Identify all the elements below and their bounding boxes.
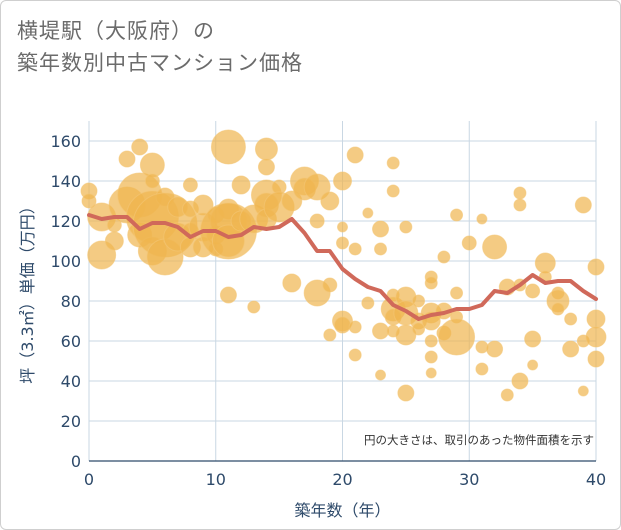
data-bubble [337, 221, 348, 233]
data-bubble [348, 242, 362, 256]
data-bubble [482, 234, 508, 260]
data-bubble [104, 231, 124, 251]
data-bubble [574, 196, 592, 214]
data-bubble [525, 283, 541, 299]
data-bubble [461, 235, 477, 251]
data-bubble [585, 326, 607, 348]
data-bubble [551, 302, 565, 316]
data-bubble [412, 294, 426, 308]
data-bubble [424, 334, 438, 348]
y-tick-label: 140 [50, 172, 81, 191]
y-tick-label: 0 [71, 452, 81, 471]
data-bubble [486, 340, 504, 358]
chart-title-line-2: 築年数別中古マンション価格 [17, 51, 303, 75]
data-bubble [437, 250, 451, 264]
chart-title-line-1: 横堤駅（大阪府）の [17, 19, 215, 43]
x-tick-label: 0 [84, 470, 94, 489]
data-bubble [587, 350, 605, 368]
y-tick-label: 160 [50, 132, 81, 151]
data-bubble [257, 158, 275, 176]
data-bubble [577, 385, 589, 397]
data-bubble [511, 372, 529, 390]
data-bubble [231, 175, 251, 195]
data-bubble [322, 277, 338, 293]
data-bubble [81, 193, 97, 209]
data-bubble [247, 300, 261, 314]
data-bubble [564, 312, 578, 326]
data-bubble [254, 137, 278, 161]
data-bubble [372, 322, 390, 340]
y-tick-label: 60 [61, 332, 81, 351]
data-bubble [424, 350, 438, 364]
data-bubble [348, 348, 362, 362]
data-bubble [586, 309, 606, 329]
data-bubble [348, 320, 362, 334]
data-bubble [476, 213, 488, 225]
data-bubble [450, 286, 464, 300]
data-bubble [320, 191, 340, 211]
data-bubble [587, 258, 605, 276]
data-bubble [513, 186, 527, 200]
y-axis-label: 坪（3.3㎡）単価（万円） [18, 198, 37, 383]
data-bubble [513, 198, 527, 212]
data-bubble [372, 220, 390, 238]
data-bubble [334, 316, 351, 334]
data-bubble [475, 340, 489, 354]
data-bubble [524, 330, 542, 348]
average-price-line [87, 213, 598, 321]
data-bubble [562, 340, 580, 358]
data-bubble [534, 252, 556, 274]
chart-title: 横堤駅（大阪府）の 築年数別中古マンション価格 [17, 15, 303, 79]
data-bubble [144, 173, 160, 189]
data-bubble [375, 369, 387, 381]
y-tick-label: 20 [61, 412, 81, 431]
data-bubble [131, 138, 149, 156]
x-tick-label: 30 [459, 470, 479, 489]
data-bubble [527, 359, 539, 371]
data-bubble [362, 207, 374, 219]
data-bubble [303, 173, 331, 201]
data-bubble [361, 296, 375, 310]
data-bubble [386, 184, 400, 198]
data-bubble [374, 242, 388, 256]
x-tick-label: 20 [332, 470, 352, 489]
data-bubble [346, 146, 364, 164]
y-tick-label: 40 [61, 372, 81, 391]
data-bubble [438, 318, 476, 356]
data-bubble [118, 150, 136, 168]
data-bubble [450, 208, 464, 222]
data-bubble [399, 220, 413, 234]
data-bubble [323, 328, 337, 342]
data-bubble [386, 156, 400, 170]
data-bubble [282, 273, 302, 293]
data-bubble [395, 324, 417, 346]
data-bubble [425, 367, 437, 379]
data-bubble [333, 171, 352, 191]
data-bubble [309, 213, 325, 229]
bubble-size-note: 円の大きさは、取引のあった物件面積を示す [364, 433, 594, 447]
data-bubble [475, 362, 489, 376]
x-axis-label: 築年数（年） [294, 501, 390, 520]
data-bubble [424, 276, 438, 290]
y-tick-label: 120 [50, 212, 81, 231]
data-bubble [397, 384, 415, 402]
data-bubble [139, 152, 165, 178]
data-bubble [219, 286, 237, 304]
data-bubble [412, 322, 426, 336]
y-tick-label: 80 [61, 292, 81, 311]
x-tick-label: 10 [206, 470, 226, 489]
y-tick-label: 100 [50, 252, 81, 271]
data-bubble [336, 236, 349, 250]
data-bubble [182, 177, 198, 193]
x-tick-label: 40 [586, 470, 606, 489]
data-bubble [500, 388, 514, 402]
data-bubble [210, 129, 246, 165]
